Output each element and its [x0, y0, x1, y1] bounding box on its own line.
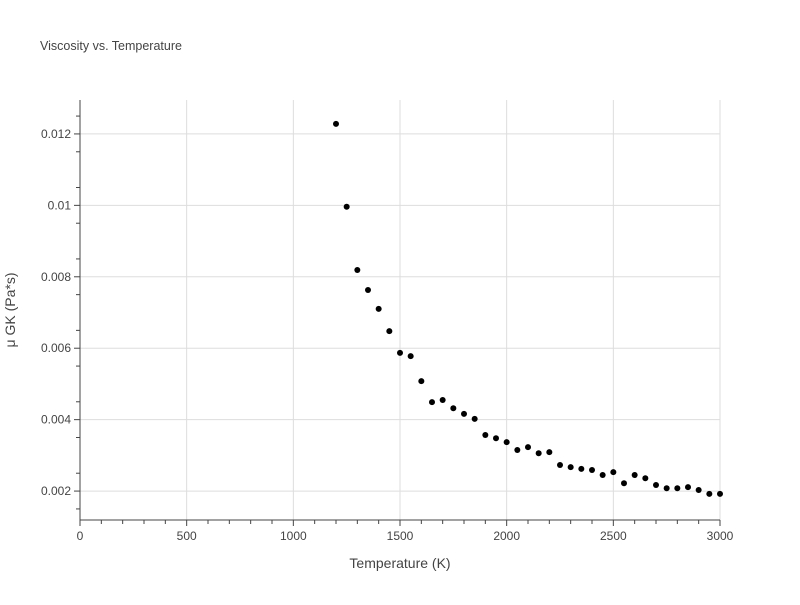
data-point — [514, 447, 521, 453]
y-tick-label: 0.004 — [41, 413, 71, 427]
y-axis-label: μ GK (Pa*s) — [2, 273, 18, 348]
y-tick-label: 0.002 — [41, 484, 71, 498]
data-point — [621, 480, 627, 487]
data-point — [375, 305, 382, 312]
data-point — [482, 432, 489, 438]
data-point — [653, 482, 659, 488]
data-point — [578, 465, 585, 472]
data-point — [535, 450, 542, 457]
grid — [80, 100, 721, 520]
data-point — [674, 485, 681, 492]
data-point — [407, 353, 414, 360]
data-point — [525, 444, 531, 451]
data-points — [333, 120, 723, 497]
y-tick-label: 0.01 — [48, 198, 72, 212]
y-tick-label: 0.006 — [41, 341, 71, 355]
data-point — [439, 397, 446, 403]
chart-title: Viscosity vs. Temperature — [40, 39, 182, 53]
data-point — [610, 469, 617, 476]
data-point — [429, 399, 435, 406]
x-axis-label: Temperature (K) — [349, 555, 450, 571]
data-point — [706, 490, 713, 497]
y-tick-label: 0.012 — [41, 127, 71, 141]
x-tick-label: 1500 — [387, 529, 414, 543]
data-point — [599, 472, 606, 478]
data-point — [567, 464, 574, 471]
data-point — [717, 490, 723, 497]
x-tick-label: 500 — [177, 529, 197, 543]
y-tick-label: 0.008 — [41, 270, 71, 284]
data-point — [557, 462, 563, 468]
data-point — [397, 349, 403, 356]
x-tick-label: 2000 — [493, 529, 520, 543]
data-point — [365, 287, 371, 293]
data-point — [631, 472, 638, 478]
data-point — [418, 378, 425, 385]
data-point — [695, 487, 702, 493]
x-tick-label: 3000 — [707, 529, 734, 543]
x-tick-label: 1000 — [280, 529, 307, 543]
data-point — [354, 267, 361, 273]
data-point — [333, 120, 339, 127]
data-point — [461, 410, 467, 417]
x-tick-label: 2500 — [600, 529, 627, 543]
data-point — [343, 203, 350, 210]
data-point — [546, 449, 553, 456]
data-point — [642, 475, 649, 482]
data-point — [589, 467, 595, 473]
axes: 0 500 1000 1500 2000 2500 3000 0.002 0.004 0.006 0… — [41, 100, 734, 543]
data-point — [471, 415, 478, 422]
data-point — [503, 439, 510, 446]
data-point — [450, 405, 457, 412]
x-tick-label: 0 — [77, 529, 84, 543]
data-point — [685, 484, 691, 491]
data-point — [493, 435, 499, 442]
data-point — [386, 328, 393, 335]
data-point — [663, 485, 670, 492]
